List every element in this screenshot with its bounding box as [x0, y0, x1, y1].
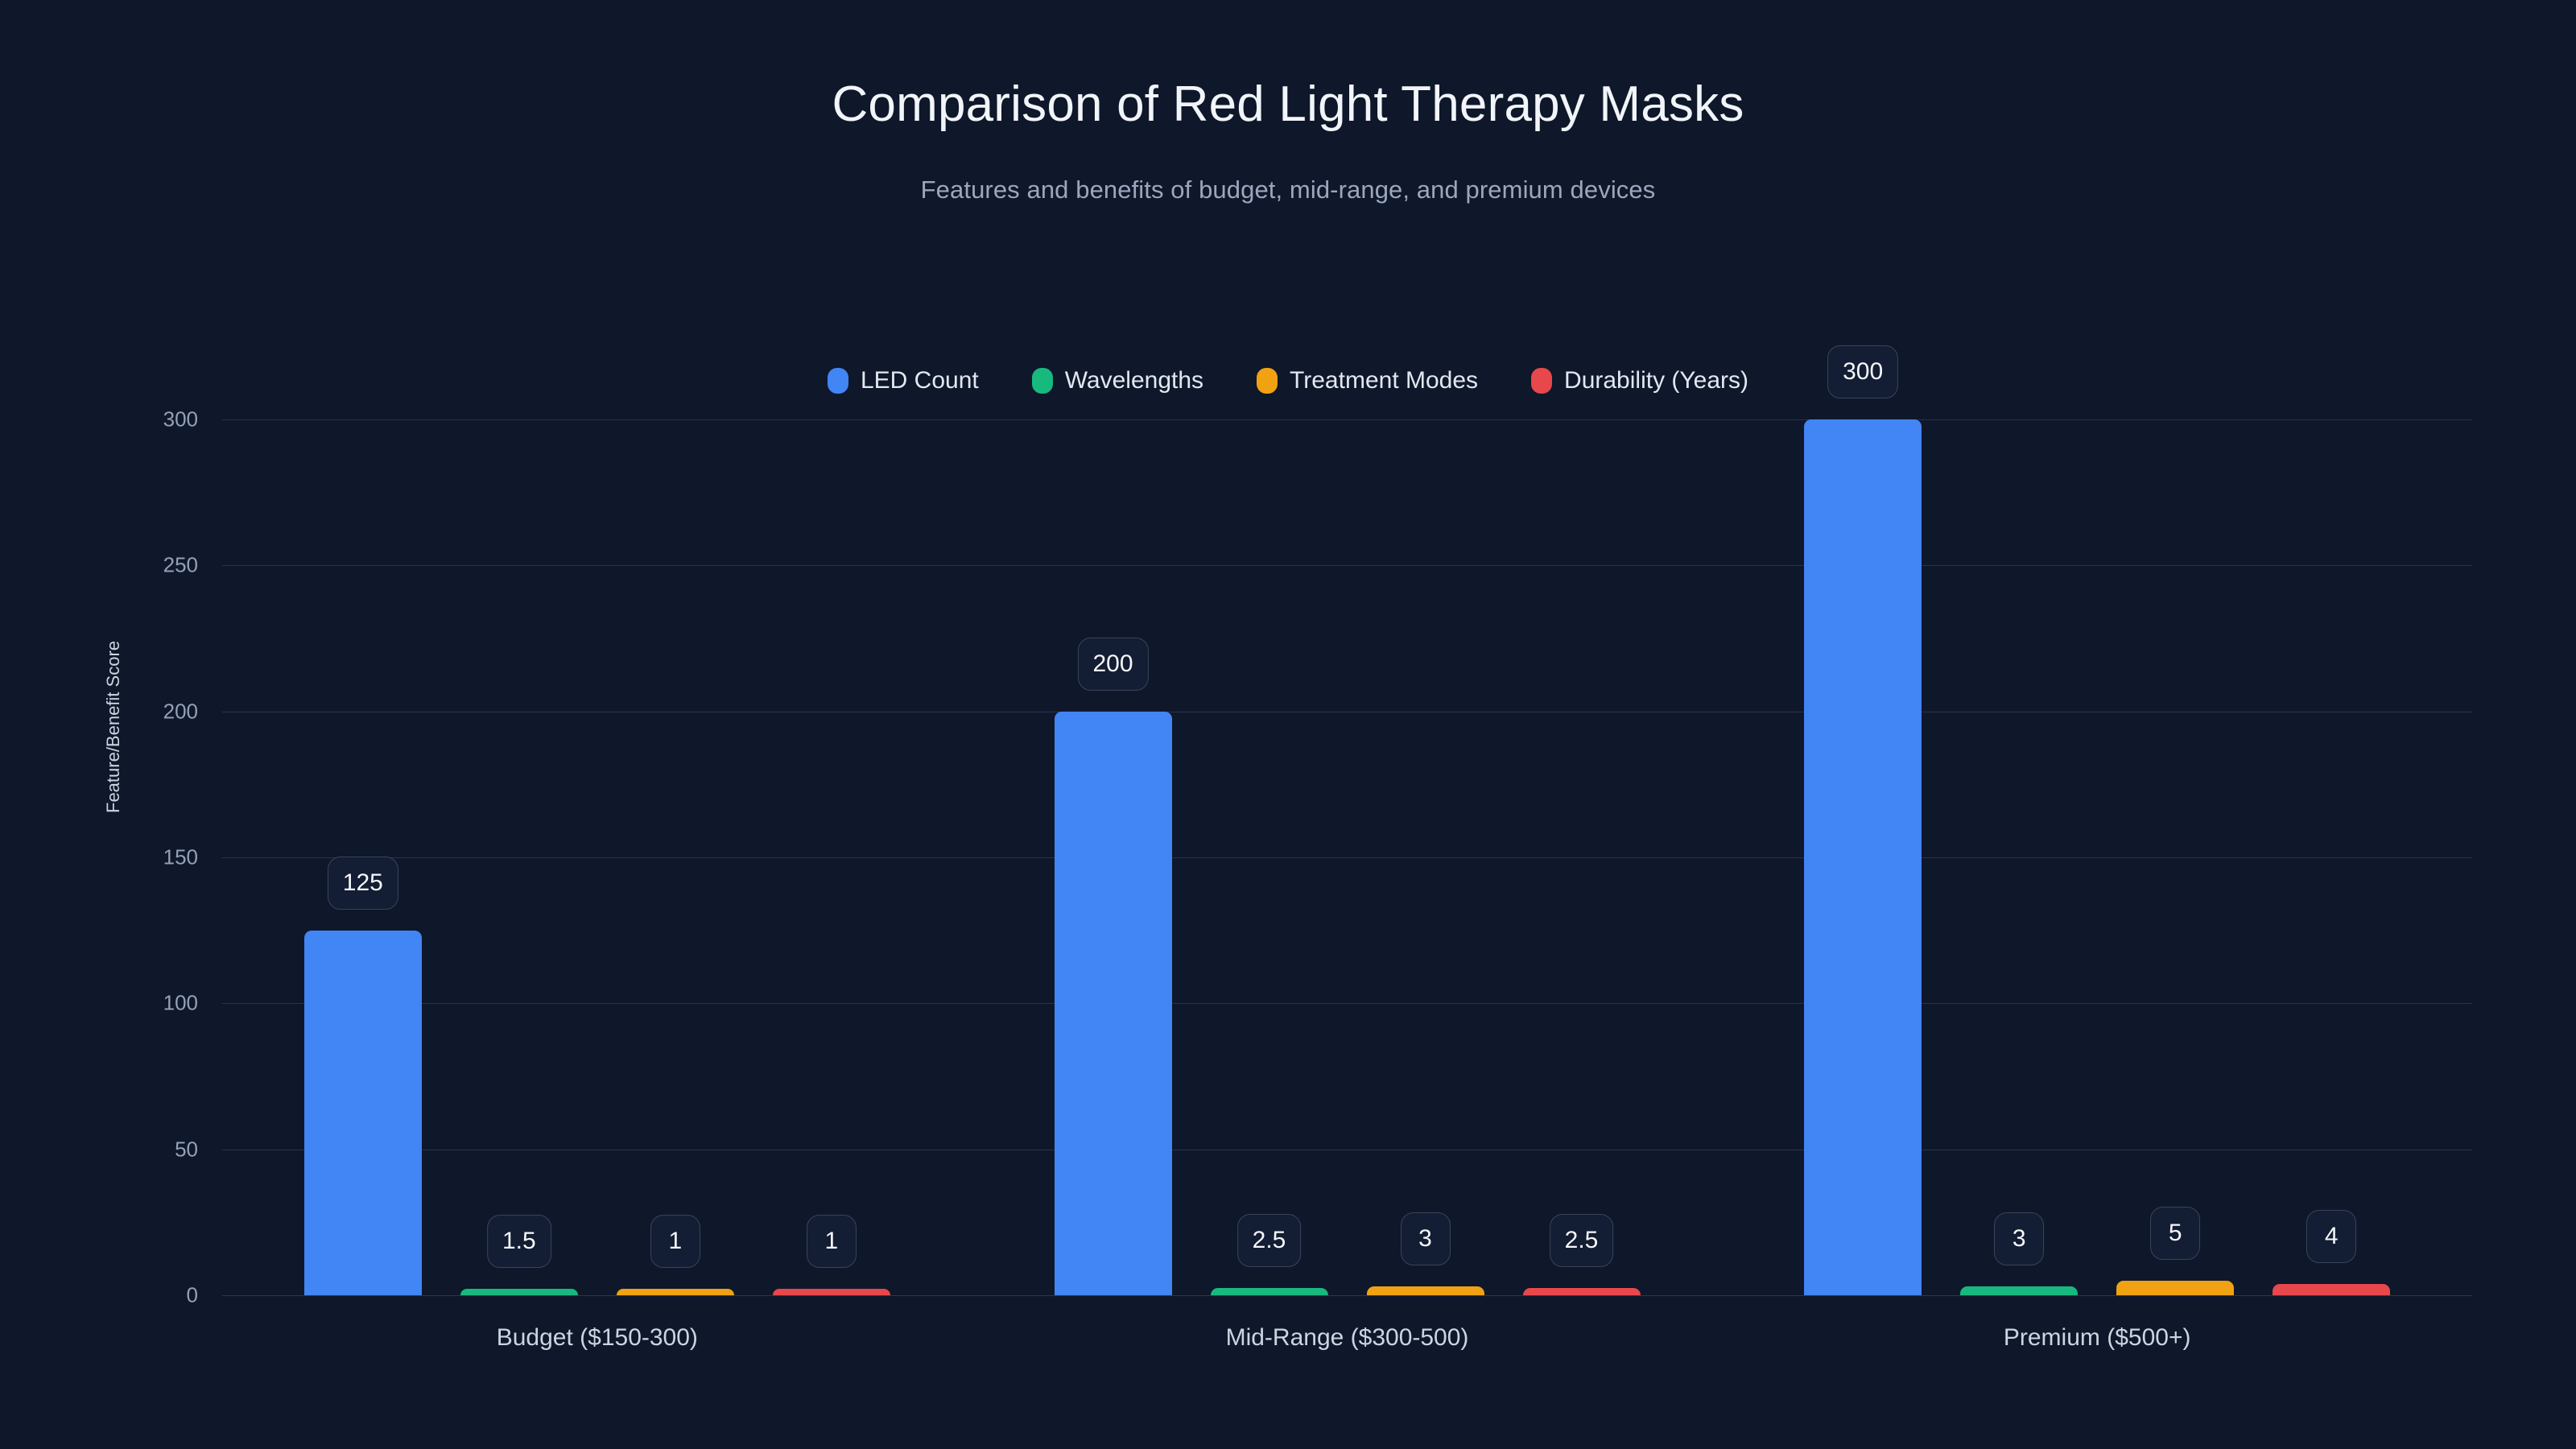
legend-label: LED Count: [860, 367, 979, 394]
bar-group: 200 2.5 3 2.5: [1054, 419, 1641, 1295]
gridline: [222, 857, 2472, 858]
bar-group: 300 3 5 4: [1804, 345, 2391, 1295]
legend-item-wavelengths[interactable]: Wavelengths: [1031, 367, 1204, 394]
y-tick-label: 50: [175, 1137, 198, 1162]
bar-value-label: 3: [1994, 1212, 2045, 1266]
bar[interactable]: [2273, 1283, 2391, 1295]
legend-item-led-count[interactable]: LED Count: [827, 367, 979, 394]
gridline: [222, 1003, 2472, 1005]
bar-value-label: 1: [650, 1215, 700, 1268]
x-axis-category-label: Budget ($150-300): [496, 1324, 698, 1351]
chart-subtitle: Features and benefits of budget, mid-ran…: [920, 175, 1656, 204]
bar-value-label: 2.5: [1236, 1213, 1302, 1267]
bar[interactable]: [1804, 419, 1922, 1295]
bar[interactable]: [1210, 1287, 1328, 1295]
x-axis-category-label: Mid-Range ($300-500): [1225, 1324, 1469, 1351]
plot-area: 125 1.5 1 1 200 2.5 3 2.5 300 3 5 4: [222, 345, 2472, 1296]
y-tick-label: 200: [163, 699, 198, 724]
y-tick-label: 100: [163, 990, 198, 1015]
legend-label: Durability (Years): [1564, 367, 1749, 394]
bar[interactable]: [616, 1289, 734, 1295]
legend-swatch-icon: [827, 368, 848, 394]
bar-value-label: 3: [1400, 1212, 1451, 1266]
chart-header: Comparison of Red Light Therapy Masks Fe…: [0, 0, 2576, 204]
legend-swatch-icon: [1531, 368, 1553, 394]
bar-value-label: 1: [806, 1215, 857, 1268]
x-axis-category-label: Premium ($500+): [2003, 1324, 2191, 1351]
y-tick-label: 150: [163, 844, 198, 869]
gridline: [222, 419, 2472, 420]
bar-value-label: 300: [1827, 345, 1899, 398]
legend-item-durability-years[interactable]: Durability (Years): [1531, 367, 1748, 394]
chart-title: Comparison of Red Light Therapy Masks: [832, 76, 1744, 132]
bar-value-label: 4: [2306, 1209, 2357, 1263]
y-tick-label: 0: [186, 1282, 198, 1307]
bar-group: 125 1.5 1 1: [303, 419, 890, 1295]
bar[interactable]: [1366, 1286, 1484, 1295]
legend-item-treatment-modes[interactable]: Treatment Modes: [1257, 367, 1478, 394]
bar[interactable]: [2116, 1280, 2235, 1295]
y-tick-label: 300: [163, 407, 198, 431]
legend-swatch-icon: [1257, 368, 1278, 394]
legend-label: Treatment Modes: [1290, 367, 1479, 394]
bar-value-label: 1.5: [486, 1215, 551, 1268]
bar[interactable]: [1054, 711, 1172, 1295]
bar-value-label: 2.5: [1549, 1213, 1614, 1267]
bar[interactable]: [1522, 1287, 1641, 1295]
legend-swatch-icon: [1031, 368, 1053, 394]
y-tick-label: 250: [163, 552, 198, 577]
bar-value-label: 200: [1077, 637, 1149, 691]
bar[interactable]: [1960, 1286, 2079, 1295]
gridline: [222, 565, 2472, 567]
bar[interactable]: [303, 930, 422, 1295]
y-axis-title: Feature/Benefit Score: [103, 640, 123, 813]
y-axis-ticks: 0 50 100 150 200 250 300: [126, 407, 198, 1307]
chart-legend: LED Count Wavelengths Treatment Modes Durab…: [0, 367, 2576, 394]
bar-value-label: 125: [327, 856, 398, 910]
gridline: [222, 1295, 2472, 1296]
bar[interactable]: [772, 1289, 890, 1295]
bar-value-label: 5: [2150, 1206, 2201, 1260]
legend-label: Wavelengths: [1064, 367, 1204, 394]
bar[interactable]: [460, 1289, 578, 1295]
